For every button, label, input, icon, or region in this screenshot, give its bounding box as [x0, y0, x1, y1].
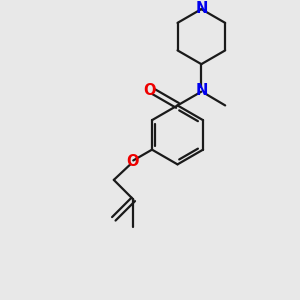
- Text: O: O: [143, 83, 156, 98]
- Text: N: N: [195, 83, 208, 98]
- Text: O: O: [126, 154, 139, 169]
- Text: N: N: [195, 1, 208, 16]
